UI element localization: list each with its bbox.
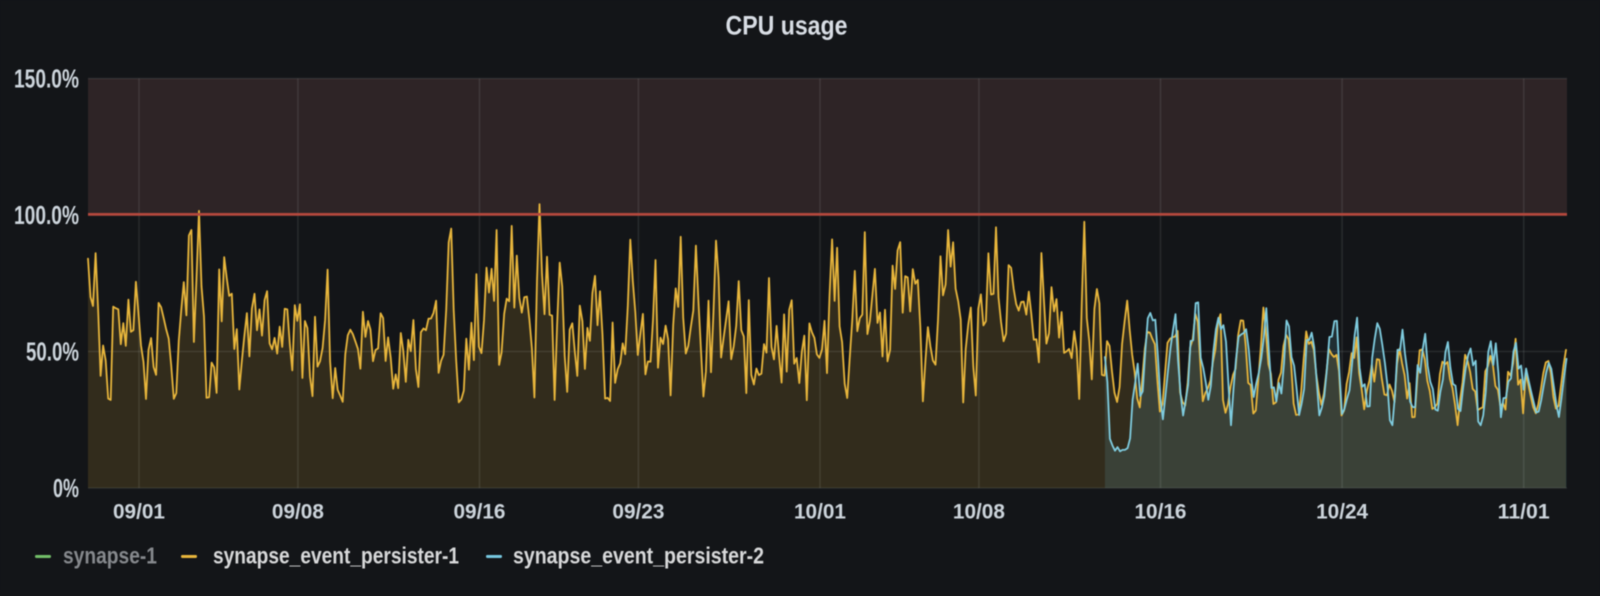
svg-text:synapse_event_persister-2: synapse_event_persister-2 [513, 543, 764, 569]
svg-text:150.0%: 150.0% [14, 63, 79, 93]
svg-text:09/16: 09/16 [454, 501, 506, 524]
svg-text:synapse_event_persister-1: synapse_event_persister-1 [213, 543, 459, 569]
svg-text:09/01: 09/01 [113, 501, 165, 524]
svg-text:10/08: 10/08 [953, 501, 1005, 524]
svg-text:09/08: 09/08 [272, 501, 324, 524]
svg-text:0%: 0% [53, 473, 79, 503]
svg-text:50.0%: 50.0% [26, 336, 79, 366]
svg-text:10/24: 10/24 [1316, 501, 1368, 524]
svg-text:09/23: 09/23 [612, 501, 664, 524]
svg-text:10/01: 10/01 [794, 501, 846, 524]
svg-text:11/01: 11/01 [1498, 501, 1550, 524]
svg-text:10/16: 10/16 [1135, 501, 1187, 524]
svg-text:100.0%: 100.0% [14, 200, 79, 230]
svg-text:synapse-1: synapse-1 [63, 543, 157, 569]
svg-text:CPU usage: CPU usage [726, 11, 848, 41]
